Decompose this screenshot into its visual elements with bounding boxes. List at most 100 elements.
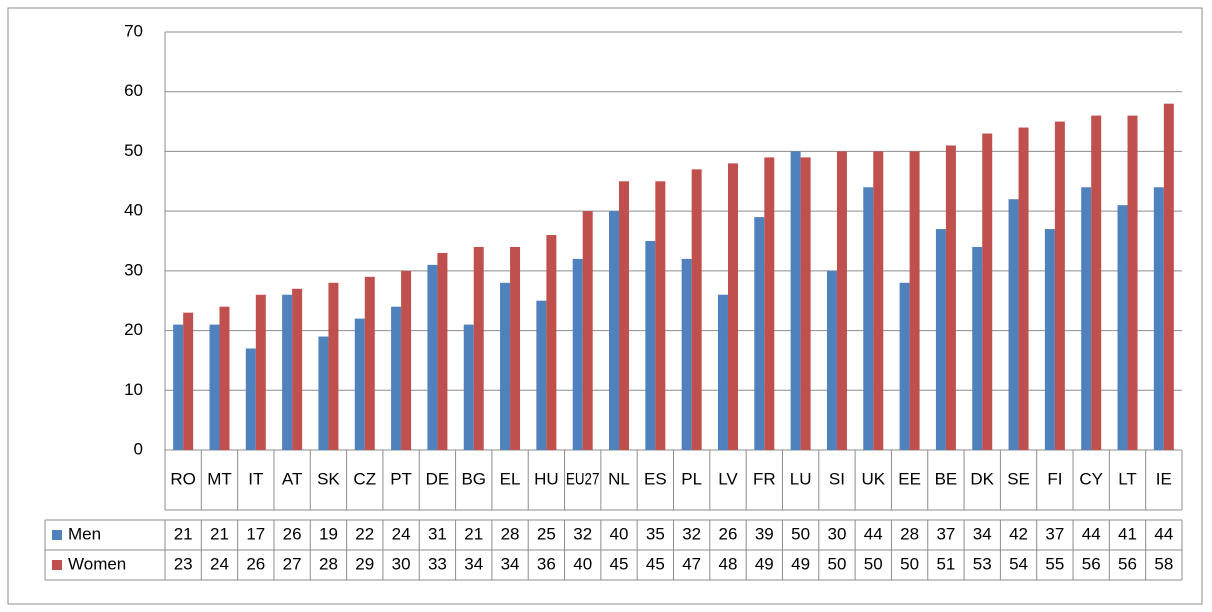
x-tick-label: DE bbox=[426, 469, 450, 488]
bar bbox=[536, 300, 547, 450]
bar bbox=[282, 294, 293, 450]
bar bbox=[972, 246, 983, 450]
bar bbox=[354, 318, 365, 450]
bar bbox=[427, 264, 438, 450]
x-tick-label: DK bbox=[970, 469, 994, 488]
table-value: 42 bbox=[1009, 524, 1028, 543]
table-value: 30 bbox=[827, 524, 846, 543]
table-value: 50 bbox=[791, 524, 810, 543]
table-value: 27 bbox=[283, 554, 302, 573]
table-value: 33 bbox=[428, 554, 447, 573]
x-tick-label: NL bbox=[608, 469, 630, 488]
table-value: 47 bbox=[682, 554, 701, 573]
table-value: 21 bbox=[210, 524, 229, 543]
table-value: 31 bbox=[428, 524, 447, 543]
table-value: 37 bbox=[936, 524, 955, 543]
bar bbox=[173, 324, 184, 450]
table-value: 21 bbox=[174, 524, 193, 543]
x-tick-label: PT bbox=[390, 469, 412, 488]
bar bbox=[582, 211, 593, 450]
x-tick-label: BG bbox=[461, 469, 486, 488]
x-tick-label: SE bbox=[1007, 469, 1030, 488]
bar bbox=[255, 294, 266, 450]
bar bbox=[790, 151, 801, 450]
bar bbox=[754, 217, 765, 450]
bar bbox=[1091, 115, 1102, 450]
table-value: 56 bbox=[1082, 554, 1101, 573]
bar bbox=[219, 306, 230, 450]
table-value: 28 bbox=[501, 524, 520, 543]
bar bbox=[1153, 187, 1164, 450]
legend-swatch bbox=[52, 530, 62, 540]
y-tick-label: 20 bbox=[124, 320, 143, 339]
y-tick-label: 50 bbox=[124, 141, 143, 160]
table-value: 41 bbox=[1118, 524, 1137, 543]
table-value: 58 bbox=[1154, 554, 1173, 573]
bar bbox=[935, 229, 946, 450]
table-value: 34 bbox=[464, 554, 483, 573]
chart-border bbox=[7, 7, 1203, 605]
x-tick-label: FI bbox=[1047, 469, 1062, 488]
bar bbox=[691, 169, 702, 451]
bar bbox=[764, 157, 775, 450]
x-tick-label: SK bbox=[317, 469, 340, 488]
table-value: 53 bbox=[973, 554, 992, 573]
table-value: 39 bbox=[755, 524, 774, 543]
bar bbox=[609, 211, 620, 450]
bar bbox=[1081, 187, 1092, 450]
bar bbox=[655, 181, 666, 451]
table-value: 34 bbox=[501, 554, 520, 573]
x-tick-label: LU bbox=[790, 469, 812, 488]
table-value: 44 bbox=[1082, 524, 1101, 543]
bar bbox=[863, 187, 874, 450]
bar bbox=[982, 133, 993, 450]
table-value: 25 bbox=[537, 524, 556, 543]
x-tick-label: PL bbox=[681, 469, 702, 488]
bar bbox=[500, 282, 511, 450]
bar bbox=[909, 151, 920, 450]
bar bbox=[437, 252, 448, 450]
table-value: 45 bbox=[610, 554, 629, 573]
table-value: 40 bbox=[573, 554, 592, 573]
table-value: 54 bbox=[1009, 554, 1028, 573]
table-value: 37 bbox=[1045, 524, 1064, 543]
table-value: 49 bbox=[791, 554, 810, 573]
table-value: 51 bbox=[936, 554, 955, 573]
bar bbox=[328, 282, 339, 450]
x-tick-label: FR bbox=[753, 469, 776, 488]
table-value: 28 bbox=[319, 554, 338, 573]
y-tick-label: 70 bbox=[124, 21, 143, 40]
table-value: 50 bbox=[827, 554, 846, 573]
bar bbox=[292, 288, 303, 450]
bar bbox=[473, 246, 484, 450]
x-tick-label: AT bbox=[282, 469, 302, 488]
bar bbox=[873, 151, 884, 450]
y-tick-label: 60 bbox=[124, 81, 143, 100]
x-tick-label: LV bbox=[718, 469, 738, 488]
table-value: 36 bbox=[537, 554, 556, 573]
y-tick-label: 40 bbox=[124, 201, 143, 220]
bar bbox=[717, 294, 728, 450]
bar bbox=[401, 270, 412, 450]
bar bbox=[1127, 115, 1138, 450]
bar bbox=[1054, 121, 1065, 451]
bar bbox=[681, 258, 692, 450]
bar bbox=[183, 312, 194, 450]
table-value: 22 bbox=[355, 524, 374, 543]
x-tick-label: ES bbox=[644, 469, 667, 488]
y-tick-label: 10 bbox=[124, 380, 143, 399]
x-tick-label: HU bbox=[534, 469, 559, 488]
x-tick-label: EU27 bbox=[566, 469, 599, 488]
bar bbox=[727, 163, 738, 450]
bar bbox=[1044, 229, 1055, 450]
table-value: 40 bbox=[610, 524, 629, 543]
bar bbox=[1008, 199, 1019, 450]
legend-label: Men bbox=[68, 524, 101, 543]
x-tick-label: UK bbox=[861, 469, 885, 488]
bar bbox=[645, 241, 656, 450]
bar bbox=[836, 151, 847, 450]
bar bbox=[364, 276, 375, 450]
x-tick-label: EL bbox=[500, 469, 521, 488]
bar bbox=[899, 282, 910, 450]
